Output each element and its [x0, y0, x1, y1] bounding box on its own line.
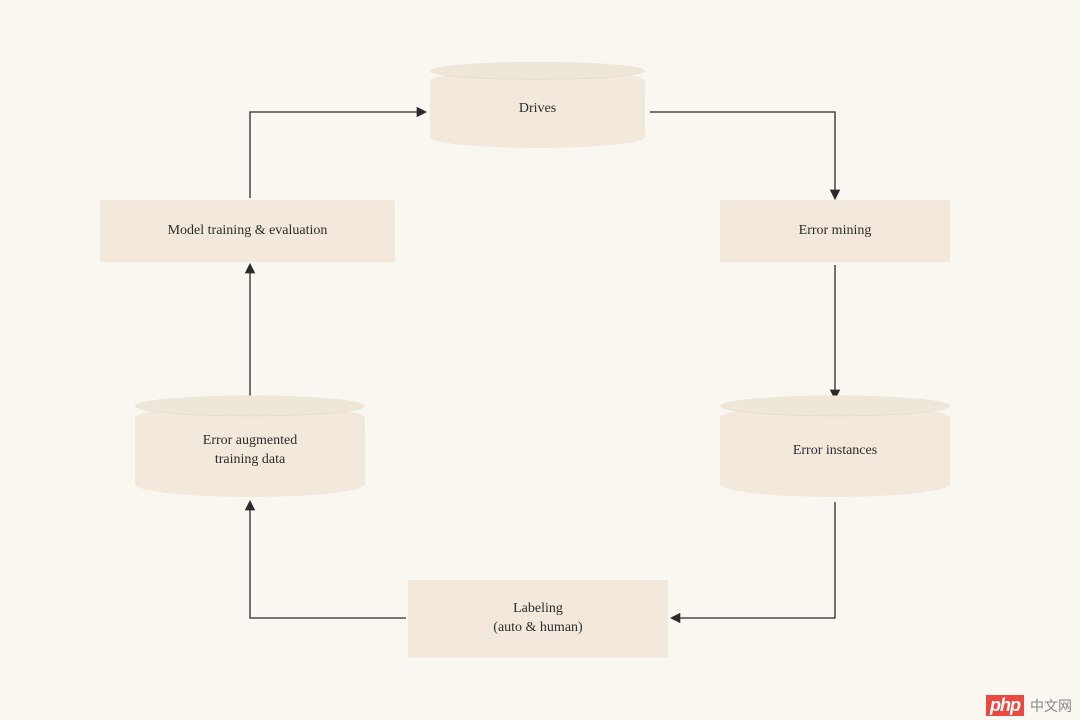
- node-modeltrain: Model training & evaluation: [100, 200, 395, 262]
- node-drives: Drives: [430, 70, 645, 148]
- node-labeling: Labeling (auto & human): [408, 580, 668, 658]
- edge-drives-to-errmining: [650, 112, 835, 198]
- node-label-errmining: Error mining: [789, 222, 882, 241]
- node-label-drives: Drives: [509, 100, 566, 119]
- node-label-errinst: Error instances: [783, 442, 887, 461]
- watermark-logo: php: [986, 695, 1024, 716]
- node-label-modeltrain: Model training & evaluation: [158, 222, 338, 241]
- watermark: php 中文网: [986, 695, 1072, 716]
- edge-errinst-to-labeling: [672, 502, 835, 618]
- node-label-augdata: Error augmented training data: [193, 432, 307, 470]
- node-label-labeling: Labeling (auto & human): [483, 600, 592, 638]
- node-augdata: Error augmented training data: [135, 405, 365, 497]
- node-errmining: Error mining: [720, 200, 950, 262]
- watermark-label: 中文网: [1030, 696, 1072, 716]
- edge-modeltrain-to-drives: [250, 112, 425, 198]
- node-errinst: Error instances: [720, 405, 950, 497]
- edge-labeling-to-augdata: [250, 502, 406, 618]
- diagram-canvas: Drives Error mining Error instances Labelin…: [0, 0, 1080, 720]
